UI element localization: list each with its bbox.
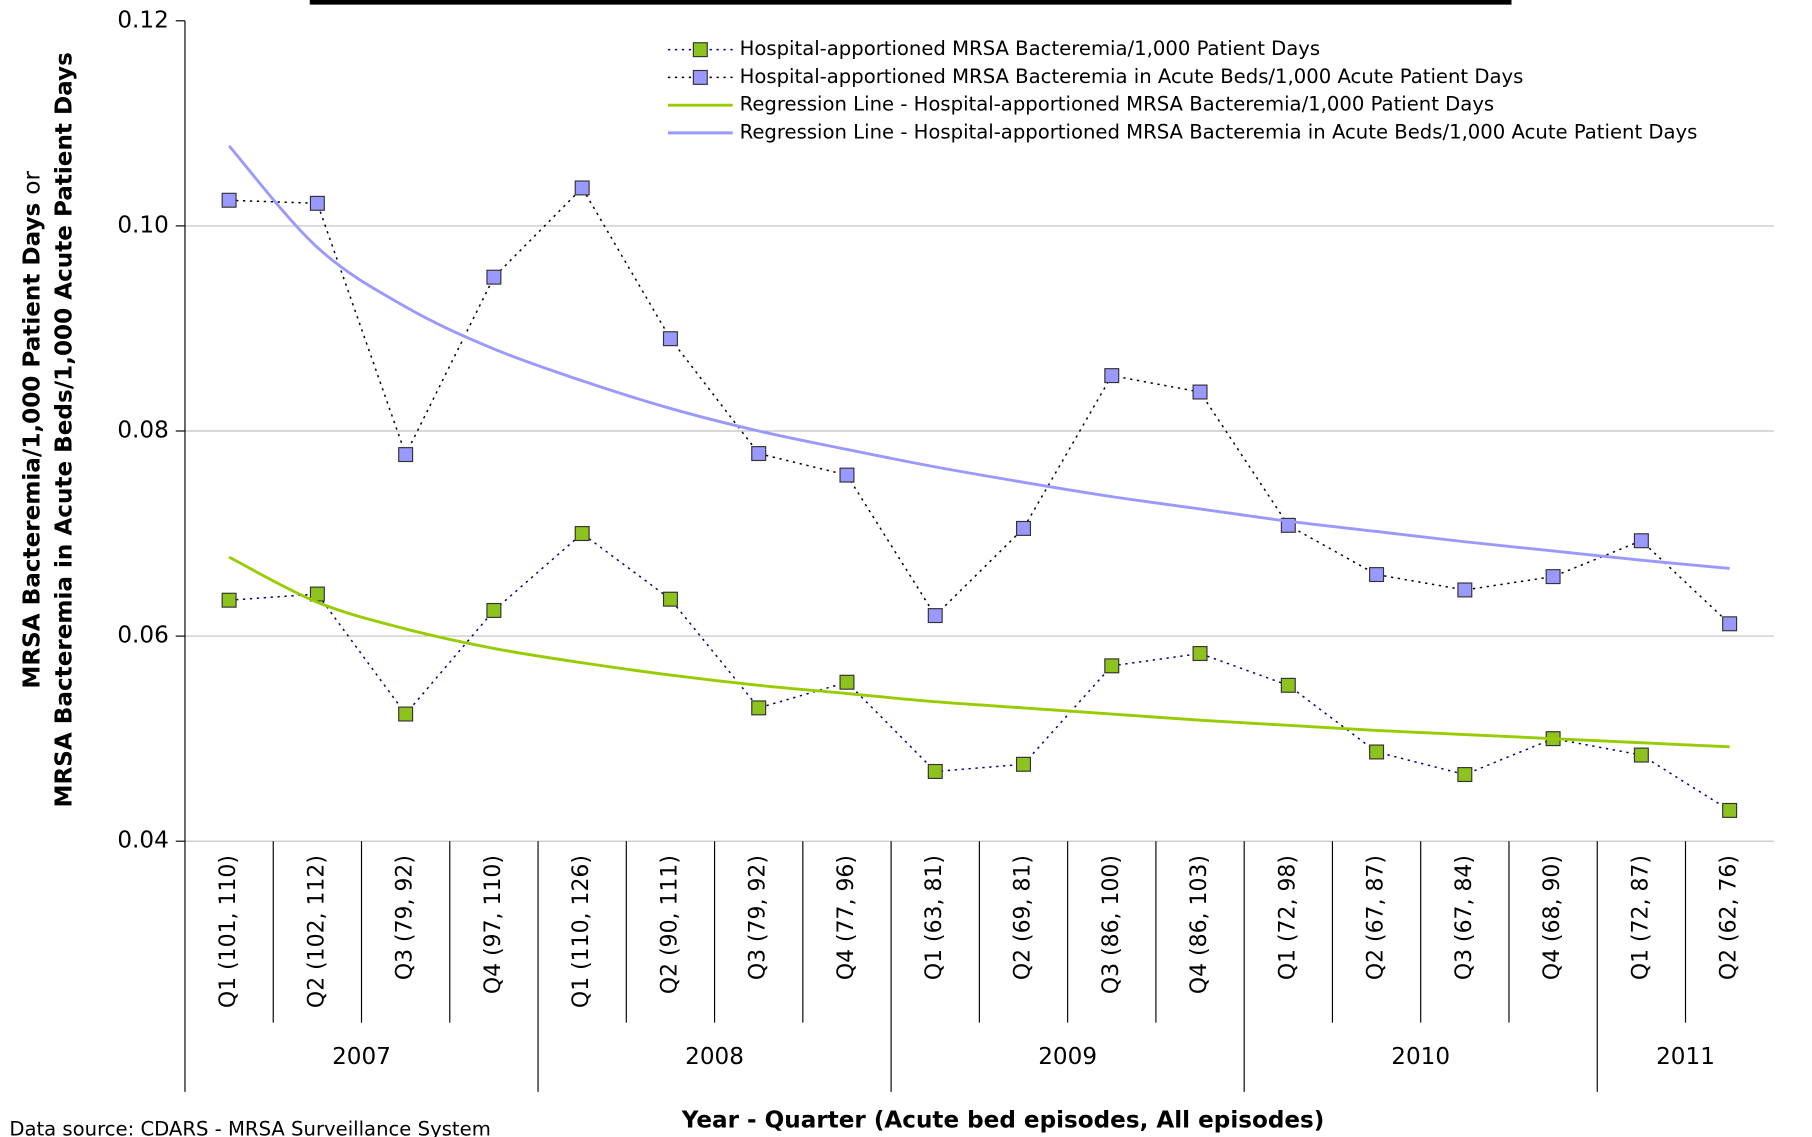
- regression-line: [228, 555, 1730, 749]
- x-tick-label: Q1 (72, 98): [1275, 855, 1300, 980]
- x-tick-label: Q1 (72, 87): [1628, 855, 1653, 980]
- marker: [1369, 744, 1385, 760]
- x-tick-label: Q1 (110, 126): [569, 855, 594, 1008]
- x-tick-label: Q3 (79, 92): [746, 855, 771, 980]
- regression-line: [228, 144, 1730, 570]
- x-tick-label: Q3 (67, 84): [1452, 855, 1477, 980]
- marker: [927, 608, 943, 624]
- marker: [1192, 646, 1208, 662]
- y-label-part: MRSA Bacteremia/1,000 Patient Days: [19, 203, 45, 689]
- year-label: 2008: [685, 1044, 744, 1070]
- marker: [1545, 569, 1561, 585]
- x-tick-label: Q1 (63, 81): [922, 855, 947, 980]
- marker: [839, 674, 855, 690]
- marker: [1722, 616, 1738, 632]
- marker: [1633, 533, 1649, 549]
- legend-label: Hospital-apportioned MRSA Bacteremia in …: [740, 65, 1524, 88]
- x-tick-label: Q4 (97, 110): [481, 855, 506, 994]
- marker: [486, 602, 502, 618]
- y-label-line1: MRSA Bacteremia/1,000 Patient Days or: [19, 171, 45, 689]
- x-tick-label: Q2 (62, 76): [1717, 855, 1742, 980]
- x-tick-label: Q2 (67, 87): [1364, 855, 1389, 980]
- source-note: Data source: CDARS - MRSA Surveillance S…: [9, 1118, 490, 1137]
- marker: [1104, 658, 1120, 674]
- marker: [1722, 802, 1738, 818]
- legend-label: Regression Line - Hospital-apportioned M…: [740, 120, 1698, 143]
- marker: [1015, 520, 1032, 536]
- marker: [221, 192, 237, 208]
- marker: [398, 706, 414, 722]
- y-tick-label: 0.08: [117, 417, 168, 443]
- legend-label: Regression Line - Hospital-apportioned M…: [740, 93, 1495, 116]
- x-tick-label: Q3 (86, 100): [1099, 855, 1124, 994]
- year-label: 2011: [1656, 1044, 1715, 1070]
- x-tick-label: Q2 (102, 112): [304, 855, 329, 1008]
- legend-marker: [692, 42, 708, 58]
- x-tick-label: Q2 (90, 111): [657, 855, 682, 994]
- marker: [398, 447, 414, 463]
- year-label: 2007: [332, 1044, 391, 1070]
- marker: [1369, 567, 1385, 583]
- y-tick-label: 0.12: [117, 7, 168, 33]
- marker: [221, 592, 237, 608]
- marker: [1633, 747, 1649, 763]
- marker: [1015, 756, 1032, 772]
- marker: [751, 700, 767, 716]
- marker: [486, 269, 502, 285]
- marker: [1104, 368, 1120, 384]
- year-label: 2009: [1038, 1044, 1097, 1070]
- marker: [574, 526, 590, 542]
- x-tick-label: Q4 (68, 90): [1540, 855, 1565, 980]
- y-label-part: or: [19, 171, 45, 195]
- x-tick-label: Q3 (79, 92): [393, 855, 418, 980]
- legend-marker: [692, 69, 708, 85]
- year-label: 2010: [1391, 1044, 1450, 1070]
- marker: [1280, 677, 1296, 693]
- x-tick-label: Q4 (86, 103): [1187, 855, 1212, 994]
- marker: [1457, 767, 1473, 783]
- x-tick-label: Q4 (77, 96): [834, 855, 859, 980]
- legend-label: Hospital-apportioned MRSA Bacteremia/1,0…: [740, 37, 1321, 60]
- marker: [574, 180, 590, 196]
- marker: [1457, 582, 1473, 598]
- marker: [309, 195, 325, 211]
- y-tick-label: 0.06: [117, 623, 168, 649]
- marker: [1192, 384, 1208, 400]
- marker: [751, 446, 767, 462]
- marker: [927, 763, 943, 779]
- marker: [839, 467, 855, 483]
- y-label-line2: MRSA Bacteremia in Acute Beds/1,000 Acut…: [51, 52, 77, 807]
- series-line: [229, 532, 1731, 812]
- series-line: [229, 186, 1731, 625]
- x-tick-label: Q2 (69, 81): [1011, 855, 1036, 980]
- y-tick-label: 0.04: [117, 828, 168, 854]
- y-axis-label: MRSA Bacteremia/1,000 Patient Days or MR…: [19, 52, 77, 807]
- marker: [662, 331, 678, 347]
- title-bar: [309, 0, 1512, 5]
- x-axis-label: Year - Quarter (Acute bed episodes, All …: [681, 1107, 1325, 1133]
- y-tick-label: 0.10: [117, 212, 168, 238]
- marker: [662, 591, 678, 607]
- x-tick-label: Q1 (101, 110): [216, 855, 241, 1008]
